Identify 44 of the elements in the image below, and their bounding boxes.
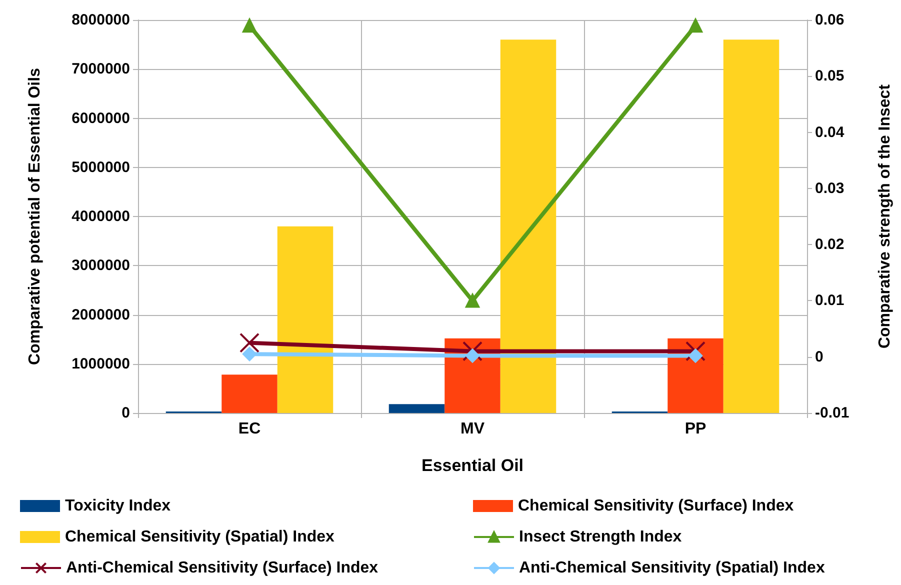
y-tick-label: 4000000 bbox=[72, 208, 130, 225]
y-tick-label: 5000000 bbox=[72, 158, 130, 176]
y2-tick-label: 0 bbox=[815, 348, 824, 366]
y2-axis-title: Comparative strength of the Insect bbox=[876, 84, 894, 349]
x-tick-label: EC bbox=[238, 420, 262, 438]
y2-tick-label: 0.02 bbox=[815, 236, 844, 254]
legend-label: Chemical Sensitivity (Spatial) Index bbox=[65, 528, 335, 546]
legend-label: Toxicity Index bbox=[65, 498, 171, 514]
y-tick-label: 3000000 bbox=[72, 257, 130, 274]
point bbox=[466, 294, 480, 308]
x-axis-title: Essential Oil bbox=[421, 456, 524, 475]
x-tick-label: PP bbox=[684, 420, 706, 438]
y-tick-label: 6000000 bbox=[72, 110, 130, 127]
x-tick-label: MV bbox=[460, 420, 485, 438]
y2-tick-label: 0.05 bbox=[815, 68, 844, 85]
bar bbox=[277, 226, 334, 413]
point bbox=[462, 341, 482, 362]
bar bbox=[388, 404, 445, 413]
bar bbox=[500, 40, 556, 413]
point bbox=[688, 18, 702, 33]
point bbox=[242, 18, 256, 33]
legend-label: Chemical Sensitivity (Surface) Index bbox=[518, 498, 794, 514]
y2-tick-label: 0.04 bbox=[815, 124, 845, 141]
point bbox=[240, 332, 260, 353]
y2-tick-label: -0.01 bbox=[815, 404, 850, 422]
y2-tick-label: 0.06 bbox=[815, 12, 844, 28]
legend-label: Anti-Chemical Sensitivity (Spatial) Index bbox=[519, 560, 825, 576]
y-axis-title: Comparative potential of Essential Oils bbox=[26, 68, 44, 365]
bar bbox=[723, 40, 780, 413]
legend-label: Insect Strength Index bbox=[519, 528, 682, 546]
legend-label: Anti-Chemical Sensitivity (Surface) Index bbox=[66, 560, 378, 576]
y-tick-label: 8000000 bbox=[72, 12, 130, 28]
point bbox=[688, 348, 702, 363]
point bbox=[686, 341, 706, 362]
y2-tick-label: 0.01 bbox=[815, 292, 844, 310]
bar bbox=[222, 374, 278, 413]
bar bbox=[668, 338, 724, 413]
y-tick-label: 2000000 bbox=[72, 306, 130, 324]
y-tick-label: 7000000 bbox=[72, 60, 130, 78]
y-tick-label: 0 bbox=[122, 404, 130, 422]
point bbox=[242, 347, 256, 362]
y2-tick-label: 0.03 bbox=[815, 180, 844, 197]
point bbox=[466, 348, 480, 363]
y-tick-label: 1000000 bbox=[72, 355, 130, 372]
